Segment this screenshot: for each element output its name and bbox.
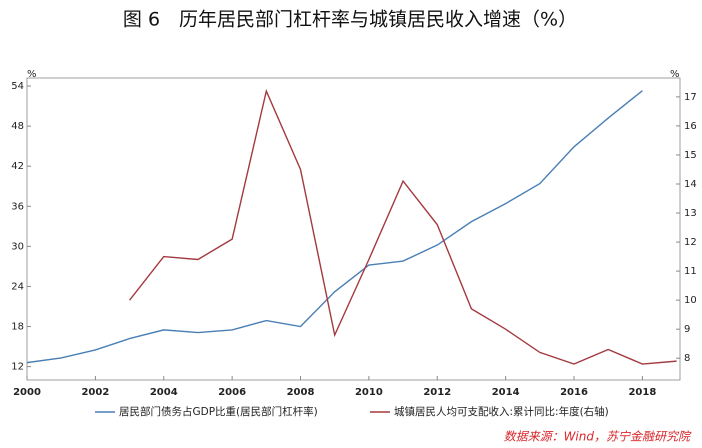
y-tick-label: 42 [11, 161, 24, 172]
y2-tick-label: 10 [684, 295, 697, 306]
y-tick-label: 48 [11, 121, 24, 132]
chart-title: 图 6 历年居民部门杠杆率与城镇居民收入增速（%） [123, 9, 577, 31]
x-tick-label: 2018 [628, 387, 656, 398]
x-tick-label: 2008 [287, 387, 315, 398]
legend-label: 居民部门债务占GDP比重(居民部门杠杆率) [119, 405, 318, 418]
source: 数据来源：Wind，苏宁金融研究院 [504, 430, 692, 444]
y2-tick-label: 16 [684, 121, 697, 132]
y2-tick-label: 14 [684, 179, 697, 190]
x-tick-label: 2012 [423, 387, 451, 398]
y2-unit: % [670, 69, 680, 80]
legend-label: 城镇居民人均可支配收入:累计同比:年度(右轴) [394, 405, 609, 418]
y-tick-label: 18 [11, 322, 24, 333]
x-tick-label: 2014 [492, 387, 520, 398]
y-tick-label: 54 [11, 81, 24, 92]
x-tick-label: 2010 [355, 387, 383, 398]
x-tick-label: 2006 [218, 387, 246, 398]
y-tick-label: 12 [11, 362, 24, 373]
y-tick-label: 36 [11, 201, 24, 212]
data-line [26, 90, 643, 364]
y-unit: % [27, 69, 37, 80]
plot-frame [26, 77, 681, 381]
x-tick-label: 2004 [150, 387, 178, 398]
y2-tick-label: 17 [684, 92, 697, 103]
y2-tick-label: 15 [684, 150, 697, 161]
y2-tick-label: 8 [684, 353, 690, 364]
y-tick-label: 24 [11, 281, 24, 292]
y2-tick-label: 9 [684, 324, 690, 335]
y2-tick-label: 11 [684, 266, 697, 277]
x-tick-label: 2000 [13, 387, 41, 398]
x-tick-label: 2016 [560, 387, 588, 398]
y2-tick-label: 13 [684, 208, 697, 219]
x-tick-label: 2002 [81, 387, 109, 398]
y-tick-label: 30 [11, 241, 24, 252]
y2-tick-label: 12 [684, 237, 697, 248]
data-line [129, 88, 677, 365]
